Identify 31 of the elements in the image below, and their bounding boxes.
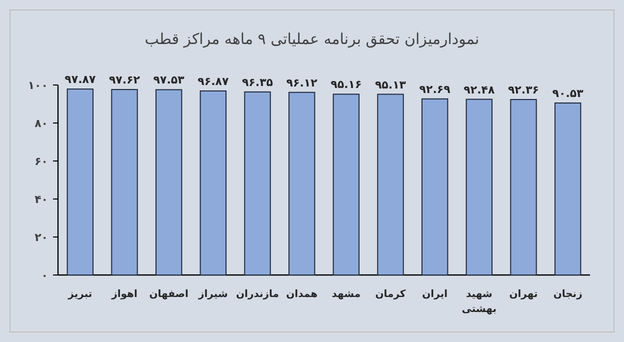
data-label: ۹۷.۶۲ — [108, 74, 140, 87]
xtick: اهواز — [112, 289, 138, 300]
data-label: ۹۲.۶۹ — [419, 82, 450, 96]
data-label: ۹۲.۴۸ — [464, 83, 495, 96]
ytick: ۰ — [41, 269, 48, 282]
ytick: ۱۰۰ — [28, 79, 48, 92]
xtick: تبریز — [68, 289, 92, 300]
data-label: ۹۲.۳۶ — [508, 84, 540, 97]
xtick: شهید بهشتی — [462, 289, 497, 315]
data-label: ۹۷.۵۳ — [153, 74, 184, 87]
ytick: ۶۰ — [34, 155, 48, 168]
data-label: ۹۵.۱۳ — [374, 78, 406, 92]
xtick: مازندران — [236, 289, 279, 300]
xtick: ایران — [422, 289, 448, 300]
ytick: ۴۰ — [34, 193, 48, 206]
ytick: ۲۰ — [34, 231, 48, 244]
data-label: ۹۰.۵۳ — [552, 87, 584, 100]
xtick: مشهد — [332, 289, 361, 300]
data-label: ۹۶.۱۲ — [286, 76, 318, 90]
data-label: ۹۷.۸۷ — [64, 73, 96, 86]
data-label: ۹۶.۳۵ — [242, 76, 274, 89]
xtick: زنجان — [553, 289, 582, 300]
xtick: تهران — [509, 289, 538, 300]
xtick: شیراز — [198, 289, 228, 300]
data-label: ۹۶.۸۷ — [198, 74, 229, 88]
data-label: ۹۵.۱۶ — [330, 78, 362, 92]
title: نمودارمیزان تحقق برنامه عملیاتی ۹ ماهه مراکز قطب — [144, 30, 480, 48]
xtick: همدان — [286, 289, 318, 300]
xtick: اصفهان — [149, 289, 188, 300]
ytick: ۸۰ — [34, 117, 48, 130]
xtick: کرمان — [375, 289, 406, 300]
